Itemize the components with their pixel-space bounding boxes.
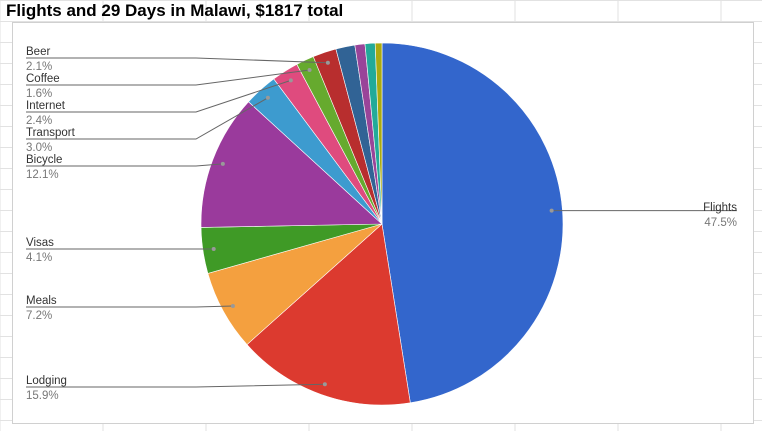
leader-line [26, 305, 233, 308]
slice-label-internet: Internet 2.4% [26, 78, 293, 127]
pie-chart: Flights 47.5% Lodging 15.9% Meals 7.2% Visas 4.… [26, 42, 737, 406]
slice-percent: 2.4% [26, 115, 52, 127]
slice-label-bicycle: Bicycle 12.1% [26, 154, 225, 181]
pie-slice-other-12[interactable] [374, 42, 383, 225]
leader-line [26, 97, 269, 140]
leader-dot [220, 161, 225, 166]
slice-name: Coffee [26, 73, 60, 85]
leader-dot [325, 60, 330, 65]
leader-dot [265, 95, 270, 100]
slice-name: Transport [26, 127, 76, 139]
slice-name: Visas [26, 237, 54, 249]
slice-name: Beer [26, 46, 50, 58]
pie-slice-bicycle[interactable] [200, 101, 383, 228]
leader-dot [230, 303, 235, 308]
slice-name: Internet [26, 100, 66, 112]
chart-frame[interactable]: Flights 47.5% Lodging 15.9% Meals 7.2% Visas 4.… [12, 22, 754, 424]
chart-title: Flights and 29 Days in Malawi, $1817 tot… [6, 1, 344, 20]
slice-name: Meals [26, 295, 57, 307]
leader-dot [288, 78, 293, 83]
slice-name: Lodging [26, 375, 67, 387]
slice-percent: 47.5% [704, 217, 737, 229]
slice-label-flights: Flights 47.5% [549, 202, 737, 229]
slice-percent: 2.1% [26, 61, 52, 73]
slice-name: Bicycle [26, 154, 62, 166]
pie-slice-lodging[interactable] [246, 223, 411, 406]
pie-slice-flights[interactable] [381, 42, 564, 404]
slice-name: Flights [703, 202, 737, 214]
leader-dot [307, 68, 312, 73]
slice-label-visas: Visas 4.1% [26, 237, 216, 264]
slice-percent: 7.2% [26, 310, 52, 322]
leader-line [26, 57, 328, 64]
slice-percent: 12.1% [26, 169, 59, 181]
slice-percent: 15.9% [26, 390, 59, 402]
slice-label-transport: Transport 3.0% [26, 95, 270, 154]
slice-label-meals: Meals 7.2% [26, 295, 235, 322]
leader-line [26, 163, 223, 167]
leader-line [26, 79, 291, 113]
slice-percent: 4.1% [26, 252, 52, 264]
slice-label-coffee: Coffee 1.6% [26, 68, 312, 100]
leader-dot [322, 382, 327, 387]
leader-dot [549, 208, 554, 213]
slice-label-lodging: Lodging 15.9% [26, 375, 327, 402]
slice-percent: 3.0% [26, 142, 52, 154]
leader-dot [211, 247, 216, 252]
slice-label-beer: Beer 2.1% [26, 46, 330, 73]
leader-line [26, 69, 310, 86]
leader-line [26, 383, 325, 388]
slice-percent: 1.6% [26, 88, 52, 100]
